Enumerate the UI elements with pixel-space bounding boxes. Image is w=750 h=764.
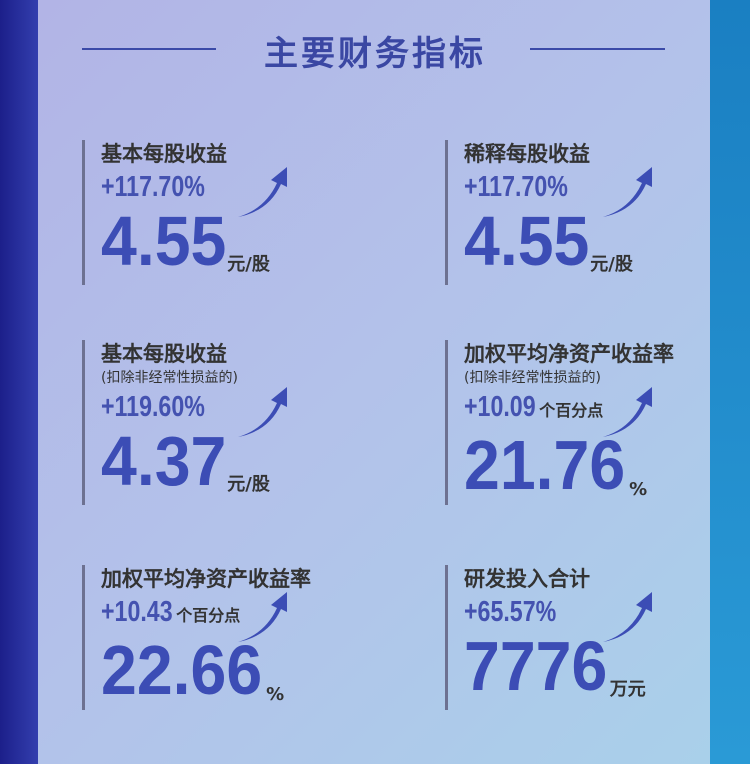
metric-note: (扣除非经常性损益的) bbox=[464, 370, 601, 386]
right-border bbox=[710, 0, 750, 764]
change-unit: 个百分点 bbox=[175, 606, 240, 625]
metric-value: 4.37 bbox=[101, 422, 227, 500]
panel bbox=[38, 0, 710, 764]
metric-unit: % bbox=[266, 684, 285, 705]
metric-label: 基本每股收益 bbox=[101, 142, 227, 166]
metric-value: 4.55 bbox=[464, 202, 590, 280]
metric-unit: 元/股 bbox=[227, 474, 270, 495]
title-divider-left bbox=[82, 48, 216, 50]
metric-change: +65.57% bbox=[464, 593, 556, 631]
metric-card: 研发投入合计 +65.57% 7776 万元 bbox=[445, 565, 646, 710]
metric-card: 基本每股收益 +117.70% 4.55元/股 bbox=[82, 140, 270, 285]
arrow-up-right-icon bbox=[238, 592, 287, 642]
arrow-up-right-icon bbox=[603, 592, 652, 642]
change-value: +65.57% bbox=[464, 596, 557, 628]
arrow-up-right-icon bbox=[603, 387, 652, 437]
metric-card: 稀释每股收益 +117.70% 4.55元/股 bbox=[445, 140, 633, 285]
metric-label: 加权平均净资产收益率 bbox=[464, 342, 674, 366]
metric-value: 22.66 bbox=[101, 631, 263, 709]
metric-change: +117.70% bbox=[464, 168, 568, 206]
metric-unit: 万元 bbox=[609, 679, 646, 700]
metric-card: 基本每股收益 (扣除非经常性损益的) +119.60% 4.37元/股 bbox=[82, 340, 270, 505]
metric-card: 加权平均净资产收益率 (扣除非经常性损益的) +10.09 个百分点 21.76% bbox=[445, 340, 674, 505]
metric-unit: 元/股 bbox=[227, 254, 270, 275]
change-unit: 个百分点 bbox=[538, 401, 603, 420]
arrow-up-right-icon bbox=[603, 167, 652, 217]
change-value: +10.09 bbox=[464, 391, 536, 423]
metric-value: 4.55 bbox=[101, 202, 227, 280]
change-value: +117.70% bbox=[101, 171, 205, 203]
metric-change: +119.60% bbox=[101, 388, 205, 426]
change-value: +10.43 bbox=[101, 596, 173, 628]
change-value: +119.60% bbox=[101, 391, 205, 423]
metric-change: +10.09 个百分点 bbox=[464, 388, 603, 430]
title-divider-right bbox=[530, 48, 665, 50]
metric-change: +10.43 个百分点 bbox=[101, 593, 240, 635]
metric-value: 7776 bbox=[464, 627, 608, 705]
metric-card: 加权平均净资产收益率 +10.43 个百分点 22.66% bbox=[82, 565, 311, 710]
metric-unit: % bbox=[629, 479, 648, 500]
change-value: +117.70% bbox=[464, 171, 568, 203]
left-border bbox=[0, 0, 40, 764]
metric-value: 21.76 bbox=[464, 426, 626, 504]
metric-label: 基本每股收益 bbox=[101, 342, 227, 366]
metric-label: 研发投入合计 bbox=[464, 567, 590, 591]
metric-label: 加权平均净资产收益率 bbox=[101, 567, 311, 591]
metric-change: +117.70% bbox=[101, 168, 205, 206]
arrow-up-right-icon bbox=[238, 167, 287, 217]
metric-label: 稀释每股收益 bbox=[464, 142, 590, 166]
metric-unit: 元/股 bbox=[590, 254, 633, 275]
arrow-up-right-icon bbox=[238, 387, 287, 437]
page-title: 主要财务指标 bbox=[264, 34, 486, 74]
metric-note: (扣除非经常性损益的) bbox=[101, 370, 238, 386]
